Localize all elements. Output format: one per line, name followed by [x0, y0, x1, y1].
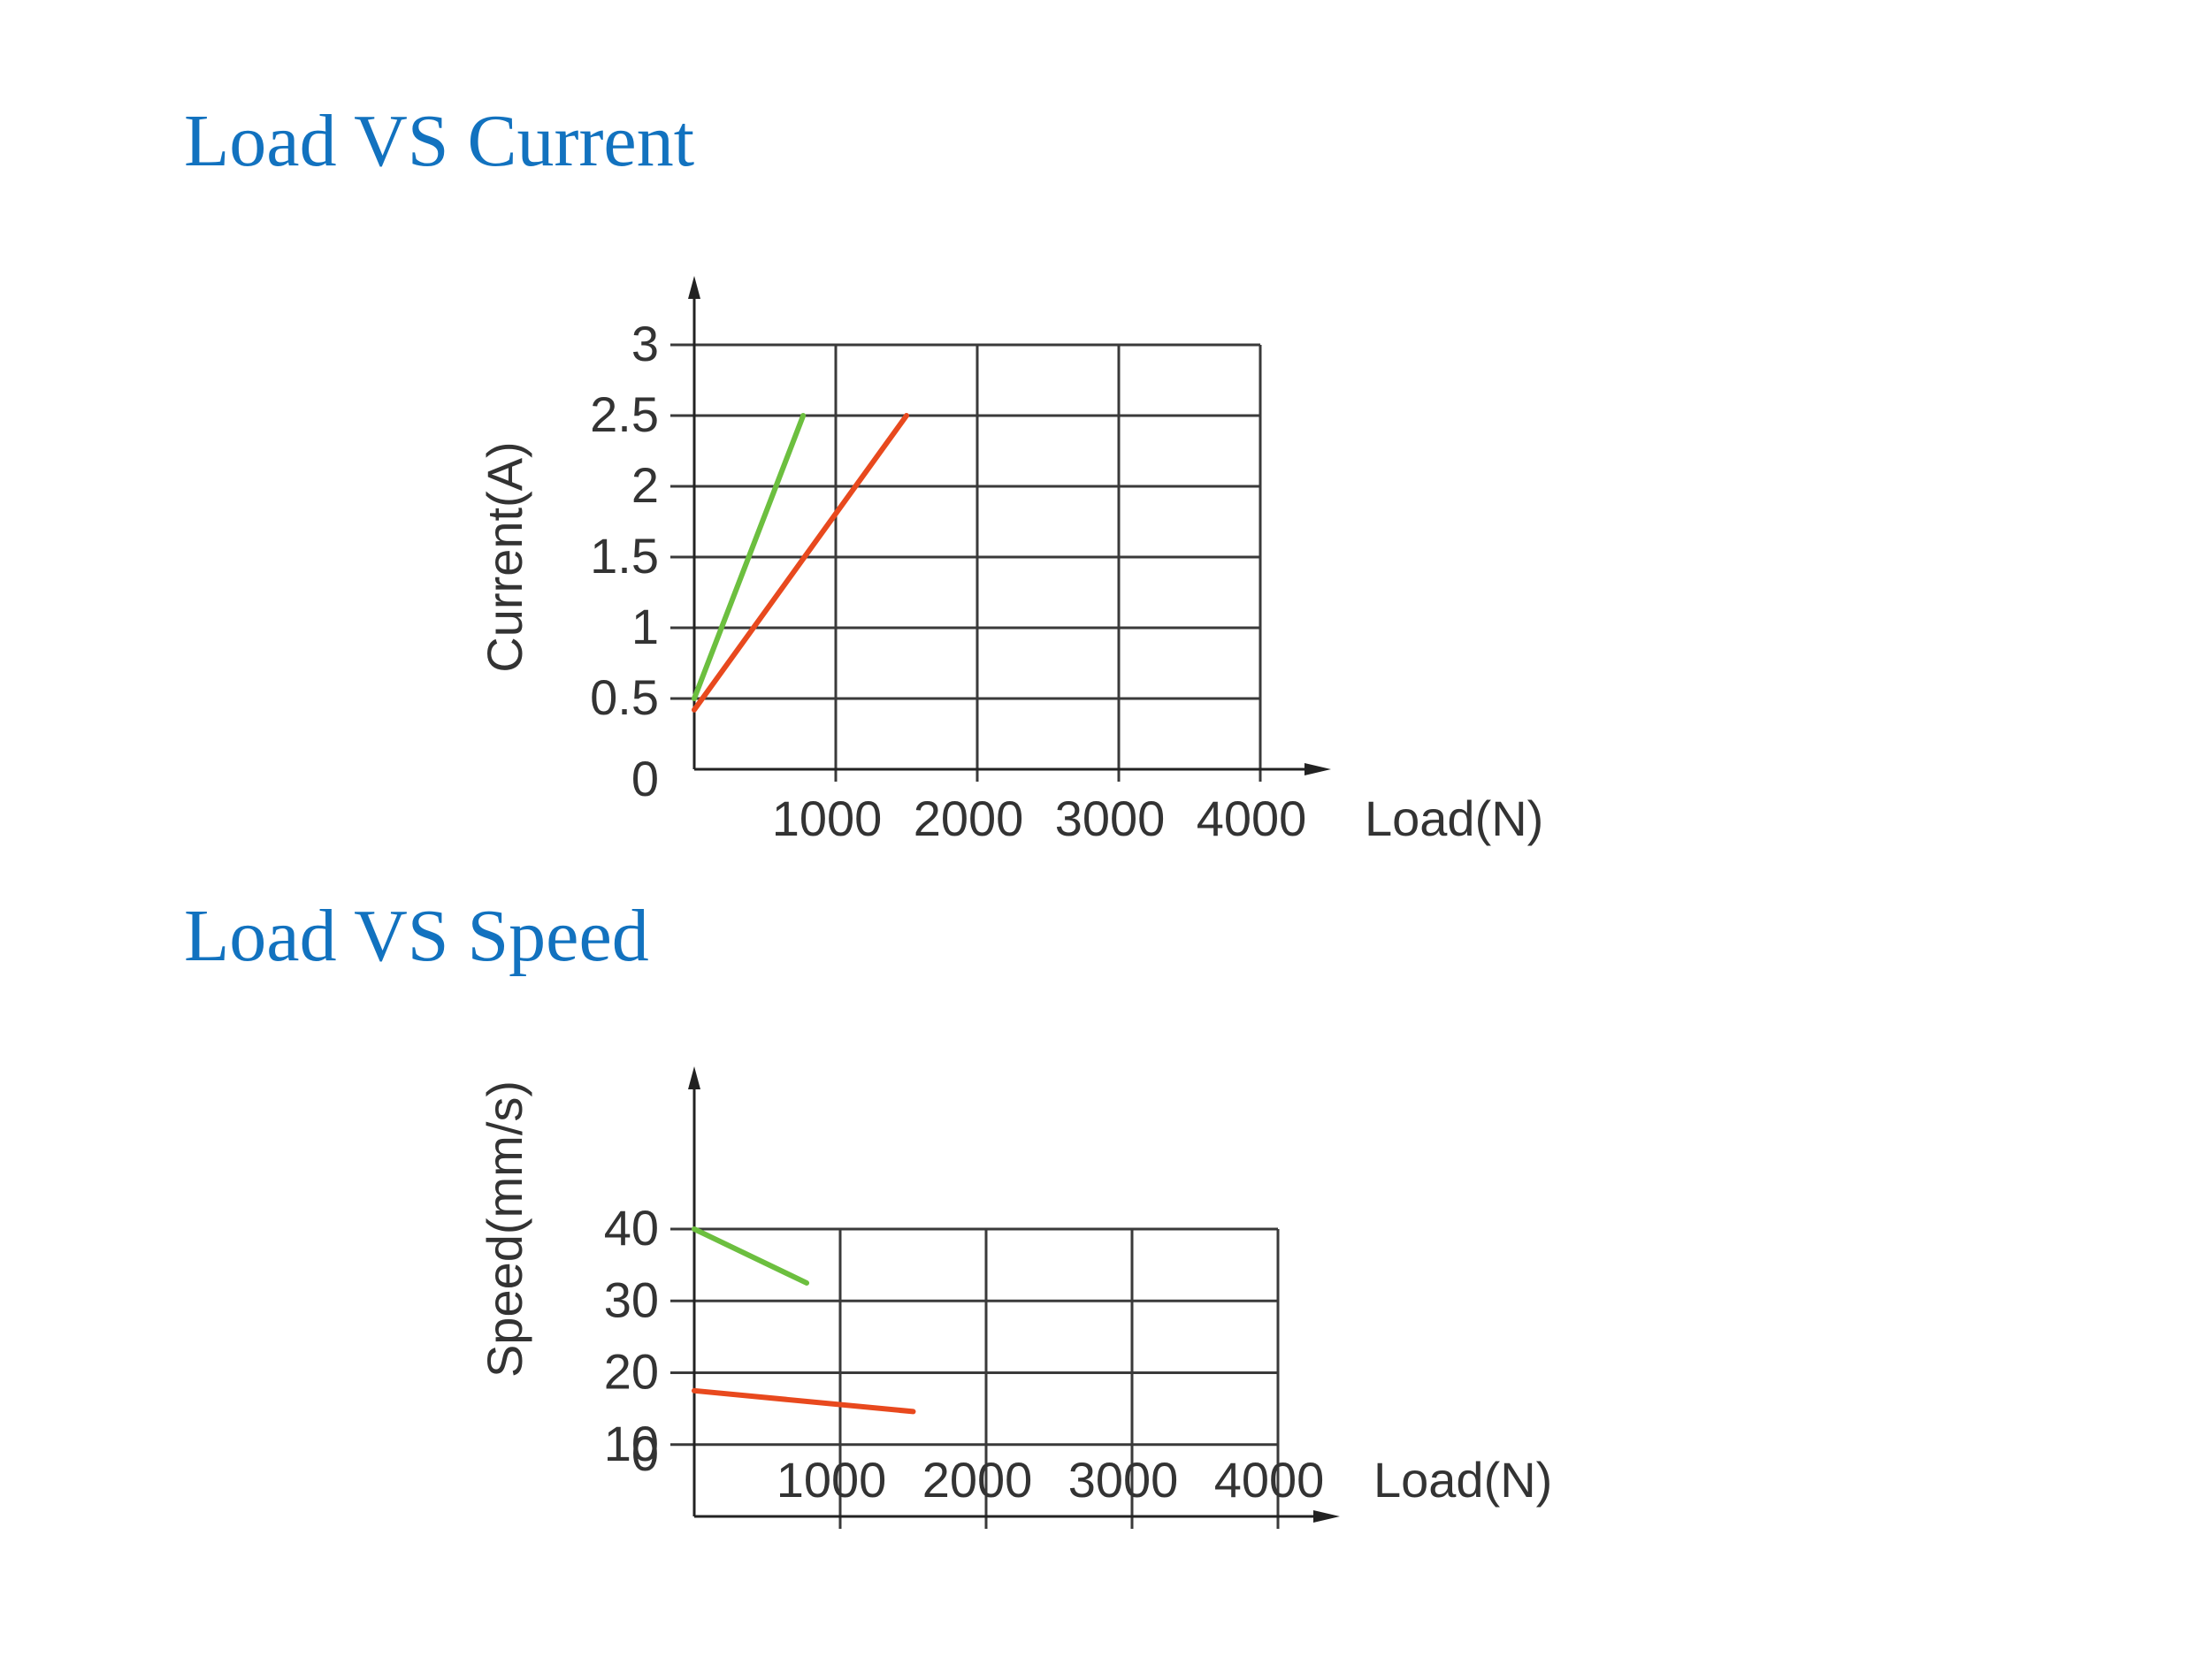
y-tick-label: 1 — [631, 599, 659, 654]
series-line-red — [692, 413, 909, 713]
load-vs-current-chart: 0.5 1 1.5 2 2.5 3 1000 2000 3000 4000 0 Load(N) Curr… — [477, 276, 1543, 846]
x-tick-label: 4000 — [1197, 790, 1307, 846]
y-tick-label: 2 — [631, 457, 659, 513]
load-vs-current-title: Load VS Current — [184, 100, 695, 182]
series-line-red — [692, 1387, 916, 1415]
x-axis-arrow-icon — [1304, 763, 1331, 775]
x-tick-label: 1000 — [772, 790, 883, 846]
x-axis-arrow-icon — [1313, 1510, 1340, 1523]
x-axis-title: Load(N) — [1373, 1452, 1552, 1508]
y-tick-label: 10 — [604, 1416, 659, 1471]
load-vs-speed-chart: 10 20 30 40 1000 2000 3000 4000 0 Load(N) Speed(mm… — [477, 1066, 1552, 1529]
x-tick-label: 2000 — [914, 790, 1024, 846]
x-axis-title: Load(N) — [1365, 790, 1543, 846]
y-axis-title: Current(A) — [477, 441, 532, 672]
series-line-green — [692, 1226, 810, 1286]
x-tick-label: 1000 — [777, 1452, 887, 1508]
x-tick-label: 4000 — [1214, 1452, 1325, 1508]
zero-label: 0 — [631, 1425, 659, 1481]
load-vs-speed-title: Load VS Speed — [184, 895, 649, 977]
y-tick-label: 1.5 — [590, 528, 659, 584]
series-line-green — [692, 413, 807, 701]
y-tick-label: 3 — [631, 316, 659, 371]
y-tick-label: 30 — [604, 1271, 659, 1327]
zero-label: 0 — [631, 751, 659, 806]
y-axis-title: Speed(mm/s) — [477, 1081, 532, 1378]
y-tick-label: 0.5 — [590, 669, 659, 725]
y-tick-label: 40 — [604, 1200, 659, 1256]
x-tick-label: 3000 — [1068, 1452, 1179, 1508]
y-axis-arrow-icon — [688, 1066, 700, 1089]
x-tick-label: 2000 — [922, 1452, 1033, 1508]
y-axis-arrow-icon — [688, 276, 700, 299]
x-tick-label: 3000 — [1055, 790, 1166, 846]
y-tick-label: 20 — [604, 1344, 659, 1400]
y-tick-label: 2.5 — [590, 386, 659, 442]
